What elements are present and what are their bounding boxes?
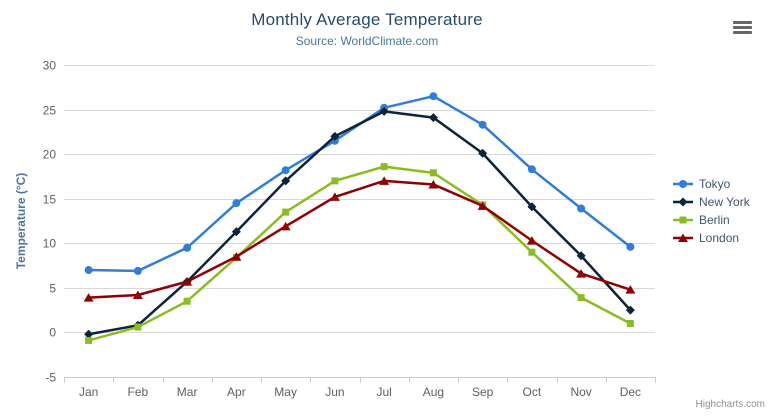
circle-marker[interactable] <box>281 166 290 175</box>
y-axis-label: 0 <box>49 326 56 340</box>
circle-marker[interactable] <box>577 204 586 213</box>
triangle-marker[interactable] <box>678 233 688 243</box>
series-line[interactable] <box>88 94 632 273</box>
diamond-marker[interactable] <box>678 197 688 207</box>
legend-item-tokyo[interactable]: Tokyo <box>672 177 750 191</box>
diamond-marker[interactable] <box>625 305 635 315</box>
y-axis-label: 30 <box>43 59 57 73</box>
square-marker[interactable] <box>577 294 585 302</box>
diamond-marker[interactable] <box>527 202 537 212</box>
circle-marker[interactable] <box>84 266 93 275</box>
legend-marker-circle-icon <box>673 180 693 188</box>
diamond-marker[interactable] <box>576 251 586 261</box>
circle-marker[interactable] <box>478 120 487 129</box>
x-axis-label: Jan <box>79 385 98 399</box>
y-axis-label: 15 <box>43 193 57 207</box>
triangle-marker[interactable] <box>576 269 587 278</box>
triangle-marker[interactable] <box>477 201 488 210</box>
diamond-marker[interactable] <box>84 329 94 339</box>
triangle-marker[interactable] <box>428 179 439 189</box>
square-marker[interactable] <box>183 297 191 305</box>
legend-marker-square-icon <box>673 216 693 224</box>
legend-item-new-york[interactable]: New York <box>672 195 750 209</box>
diamond-marker[interactable] <box>428 113 438 123</box>
legend-marker-diamond-icon <box>673 197 693 207</box>
series-tokyo <box>84 92 635 275</box>
chart-title: Monthly Average Temperature <box>251 10 483 29</box>
series-line[interactable] <box>88 110 632 336</box>
square-marker[interactable] <box>429 169 437 177</box>
square-marker[interactable] <box>331 177 339 185</box>
diamond-marker[interactable] <box>478 148 488 158</box>
series-line[interactable] <box>88 179 631 299</box>
square-marker[interactable] <box>134 323 142 331</box>
triangle-marker[interactable] <box>379 176 390 185</box>
x-axis-label: Dec <box>620 385 641 399</box>
triangle-marker[interactable] <box>132 290 143 299</box>
x-axis-label: May <box>274 385 297 399</box>
y-axis-label: -5 <box>45 371 56 385</box>
circle-marker[interactable] <box>183 243 192 252</box>
legend-label: Berlin <box>699 213 730 227</box>
triangle-marker[interactable] <box>625 285 636 294</box>
circle-marker[interactable] <box>429 92 438 101</box>
export-menu-icon[interactable] <box>733 21 752 34</box>
export-menu-bar <box>733 26 752 29</box>
x-axis-label: Jun <box>325 385 344 399</box>
circle-marker[interactable] <box>232 199 241 208</box>
y-axis-label: 25 <box>43 104 57 118</box>
x-axis-label: Nov <box>570 385 591 399</box>
x-axis-label: Apr <box>227 385 246 399</box>
circle-marker[interactable] <box>626 242 635 251</box>
x-axis-label: Feb <box>128 385 149 399</box>
legend-item-berlin[interactable]: Berlin <box>672 213 750 227</box>
circle-marker[interactable] <box>133 266 142 275</box>
square-marker[interactable] <box>528 248 536 256</box>
triangle-marker[interactable] <box>329 192 340 201</box>
triangle-marker[interactable] <box>182 277 193 286</box>
export-menu-bar <box>733 31 752 34</box>
credits-link[interactable]: Highcharts.com <box>695 399 765 410</box>
legend-label: Tokyo <box>699 177 731 191</box>
y-axis-label: 5 <box>49 282 56 296</box>
diamond-marker[interactable] <box>231 227 241 237</box>
circle-marker[interactable] <box>527 165 536 174</box>
legend-marker-triangle-icon <box>673 233 693 243</box>
diamond-marker[interactable] <box>379 106 389 116</box>
legend-label: New York <box>699 195 750 209</box>
y-axis-title: Temperature (°C) <box>14 173 28 270</box>
x-axis-label: Aug <box>423 385 444 399</box>
series-line[interactable] <box>88 165 631 342</box>
x-axis-label: Mar <box>177 385 198 399</box>
square-marker[interactable] <box>679 216 687 224</box>
export-menu-bar <box>733 21 752 24</box>
circle-marker[interactable] <box>679 180 687 188</box>
triangle-marker[interactable] <box>231 252 242 261</box>
triangle-marker[interactable] <box>83 293 94 302</box>
chart-legend: Tokyo New York Berlin London <box>672 177 750 245</box>
legend-label: London <box>699 231 740 245</box>
square-marker[interactable] <box>282 208 290 216</box>
square-marker[interactable] <box>85 336 93 344</box>
square-marker[interactable] <box>380 163 388 171</box>
legend-item-london[interactable]: London <box>672 231 750 245</box>
diamond-marker[interactable] <box>330 131 340 141</box>
x-axis-label: Oct <box>523 385 542 399</box>
square-marker[interactable] <box>626 320 634 328</box>
chart-subtitle: Source: WorldClimate.com <box>295 34 439 48</box>
y-axis-label: 20 <box>43 148 57 162</box>
triangle-marker[interactable] <box>280 221 291 231</box>
triangle-marker[interactable] <box>526 236 537 245</box>
x-axis-label: Jul <box>376 385 391 399</box>
y-axis-label: 10 <box>43 237 57 251</box>
series-london <box>83 176 636 302</box>
series-new-york <box>84 106 635 339</box>
x-axis-label: Sep <box>472 385 494 399</box>
diamond-marker[interactable] <box>281 176 291 186</box>
